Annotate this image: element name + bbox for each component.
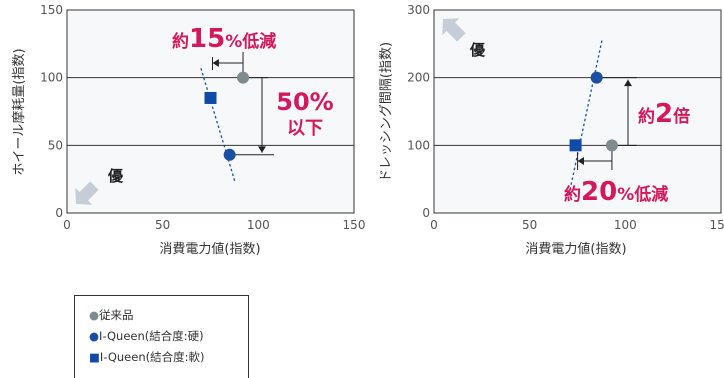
y-tick-label: 0 [55,206,63,220]
y-tick-label: 100 [407,138,430,152]
plot-area-2 [433,9,722,214]
legend-circle-blue-icon: ● [89,329,100,343]
better-label: 優 [107,167,124,185]
data-point-conventional [605,139,618,152]
legend: ●従来品 ●I-Queen(結合度:硬) ■I-Queen(結合度:軟) [74,295,249,378]
x-tick-label: 0 [430,218,438,232]
chart-wheel-wear: 0 50 100 150 0 50 100 150 消費電力値(指数) ホイール摩耗量(指数… [11,3,365,257]
data-point-hard [590,71,603,84]
trend-line [567,38,604,200]
x-tick-label: 50 [155,218,170,232]
y-tick-label: 100 [40,71,63,85]
data-point-square [569,139,582,152]
x-axis-label-2: 消費電力値(指数) [525,241,626,257]
data-point-conventional [237,71,250,84]
legend-circle-gray-icon: ● [89,308,100,322]
x-tick-label: 0 [63,218,71,232]
legend-label-soft: I-Queen(結合度:軟) [99,350,205,364]
callout-50-percent: 50% [276,88,333,116]
x-tick-label: 50 [522,218,537,232]
y-tick-label: 200 [407,71,430,85]
x-tick-label: 150 [710,218,724,232]
y-axis-label-1: ホイール摩耗量(指数) [11,48,27,175]
callout-reduction-20: 約20%低減 [564,177,668,207]
better-direction-arrow-icon [75,181,99,205]
data-point-hard [223,148,236,161]
y-axis-label-2: ドレッシング間隔(指数) [379,42,394,182]
arrowhead [212,59,219,67]
arrowhead [258,146,266,153]
callout-or-less: 以下 [287,118,323,139]
better-direction-arrow-icon [442,18,466,42]
y-tick-label: 0 [422,206,430,220]
legend-label-conventional: 従来品 [99,308,134,322]
arrowhead [577,157,584,165]
x-axis-label-1: 消費電力値(指数) [159,241,260,257]
x-tick-label: 100 [614,218,637,232]
callout-reduction-15: 約15%低減 [172,24,276,54]
trend-line [200,68,236,184]
chart-dressing-interval: 0 50 100 150 0 100 200 300 消費電力値(指数) ドレッシング間隔(… [379,3,724,257]
legend-square-blue-icon: ■ [89,350,100,364]
better-label: 優 [469,41,486,59]
y-tick-label: 300 [407,3,430,17]
legend-item-conventional: ●従来品 [89,305,248,326]
legend-label-hard: I-Queen(結合度:硬) [99,329,204,343]
callout-double: 約2倍 [638,99,690,129]
arrowhead [624,79,632,87]
legend-item-hard: ●I-Queen(結合度:硬) [89,326,248,347]
y-tick-label: 50 [48,138,63,152]
data-point-square [204,91,217,104]
legend-item-soft: ■I-Queen(結合度:軟) [89,347,248,368]
plot-area-1 [66,9,355,214]
x-tick-label: 100 [247,218,270,232]
y-tick-label: 150 [40,3,63,17]
x-tick-label: 150 [343,218,366,232]
